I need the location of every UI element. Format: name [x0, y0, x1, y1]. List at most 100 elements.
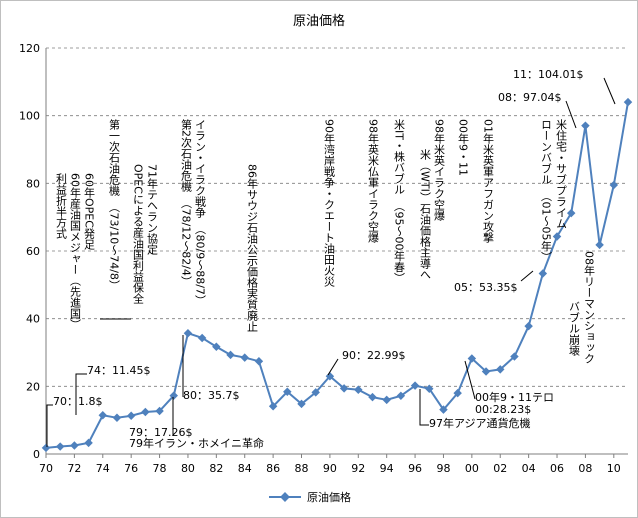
gridlines — [45, 47, 628, 455]
y-tick-label: 100 — [19, 110, 40, 123]
data-point — [453, 388, 462, 398]
annotation-a74: 74：11.45$ — [87, 364, 151, 377]
annotation-a11: 11：104.01$ — [513, 68, 584, 81]
data-point — [354, 385, 363, 394]
data-point — [439, 405, 448, 414]
data-point — [425, 384, 434, 393]
annotation-v07a: 米住宅・サブプライム — [555, 119, 568, 229]
x-tick-label: 10 — [607, 462, 621, 475]
x-tick-label: 78 — [153, 462, 167, 475]
data-point — [112, 413, 122, 423]
x-tick-label: 04 — [522, 462, 536, 475]
data-point — [126, 411, 136, 421]
annotation-a70: 70：1.8$ — [53, 395, 103, 408]
x-tick-label: 84 — [238, 462, 252, 475]
data-point — [297, 399, 306, 409]
x-tick-label: 94 — [380, 462, 394, 475]
data-point — [254, 357, 264, 366]
annotation-v80a: イラン・イラク戦争 （80/9～88/7） — [194, 119, 207, 306]
annotation-a79a: 79：17.26$ — [129, 426, 193, 439]
leader-line-7 — [520, 270, 534, 282]
data-point — [311, 388, 320, 397]
data-point — [155, 406, 164, 416]
data-point — [396, 391, 406, 401]
annotation-v60c: 利益折半方式 — [55, 173, 68, 239]
annotation-v98b: 98年米英イラク空爆 — [433, 119, 446, 222]
annotation-v73: 第一次石油危機 （73/10～74/8） — [108, 118, 121, 291]
data-point — [368, 392, 377, 402]
annotation-a00b: 00:28.23$ — [475, 403, 531, 416]
data-point — [566, 208, 576, 218]
data-point — [283, 387, 292, 396]
annotation-v08b: バブル崩壊 — [568, 301, 581, 357]
x-tick-label: 74 — [96, 462, 110, 475]
leader-line-5 — [419, 389, 429, 426]
annotation-v60a: 60年OPEC発足 — [83, 173, 96, 250]
y-tick-label: 80 — [26, 177, 40, 190]
y-axis-ticks: 0 20 40 60 80 100 120 — [19, 42, 40, 461]
data-point — [595, 240, 604, 250]
legend-marker — [280, 492, 290, 502]
data-point — [240, 353, 249, 362]
annotation-a05: 05：53.35$ — [454, 281, 518, 294]
y-tick-label: 120 — [19, 42, 40, 55]
y-tick-label: 0 — [33, 448, 40, 461]
x-tick-label: 92 — [351, 462, 365, 475]
annotation-v01: 01年米英軍アフガン攻撃 — [482, 119, 495, 243]
leader-line-6 — [464, 360, 476, 400]
annotation-v71b: OPECによる産油国利益保全 — [132, 164, 145, 304]
y-tick-label: 20 — [26, 380, 40, 393]
data-point — [98, 411, 108, 420]
data-point — [609, 180, 619, 190]
annotation-a90: 90：22.99$ — [342, 349, 406, 362]
y-tick-label: 60 — [26, 245, 40, 258]
data-point — [84, 438, 93, 448]
x-tick-label: 76 — [124, 462, 138, 475]
annotation-a79b: 79年イラン・ホメイニ革命 — [129, 436, 264, 450]
data-point — [581, 121, 590, 130]
x-tick-label: 96 — [408, 462, 422, 475]
data-point — [268, 402, 278, 411]
data-point — [41, 443, 51, 453]
x-tick-label: 88 — [295, 462, 309, 475]
annotation-a80: 80：35.7$ — [183, 389, 240, 402]
legend: 原油価格 — [269, 490, 351, 504]
data-point — [524, 321, 533, 331]
data-point — [538, 269, 548, 278]
chart-title: 原油価格 — [293, 13, 345, 29]
x-tick-label: 08 — [578, 462, 592, 475]
annotation-v71a: 71年テヘラン協定 — [146, 164, 159, 256]
data-point — [169, 391, 178, 400]
x-tick-label: 82 — [209, 462, 223, 475]
x-tick-label: 98 — [436, 462, 450, 475]
data-point — [510, 352, 519, 361]
annotation-v90: 90年湾岸戦争・クエート油田火災 — [323, 119, 336, 287]
data-point — [197, 333, 207, 343]
annotation-v98c: 米（WTI）石油価格主導へ — [419, 149, 432, 280]
leader-line-9 — [603, 77, 616, 105]
data-point — [226, 350, 235, 360]
data-point — [339, 384, 349, 393]
x-tick-label: 70 — [39, 462, 53, 475]
data-point — [183, 328, 193, 338]
leader-line-0 — [46, 404, 53, 447]
y-tick-label: 40 — [26, 313, 40, 326]
annotation-v98: 98年英米仏軍イラク空爆 — [367, 119, 380, 244]
annotation-v86: 86年サウジ石油公示価格実質廃止 — [246, 164, 259, 332]
data-point — [467, 354, 477, 363]
annotation-v60b: 60年産油国メジャー（先進国） — [69, 173, 82, 330]
annotation-v07b: ローンバブル （01～05年） — [540, 119, 553, 263]
annotation-v08a: 08年リーマンショック — [583, 251, 596, 364]
data-point — [623, 97, 633, 107]
data-point — [212, 342, 221, 351]
x-tick-label: 02 — [493, 462, 507, 475]
leader-line-4 — [327, 358, 339, 376]
x-tick-label: 72 — [67, 462, 81, 475]
x-tick-label: 00 — [465, 462, 479, 475]
series-layer — [41, 97, 633, 453]
annotations: 70：1.8$ 74：11.45$ 79：17.26$79年イラン・ホメイニ革命 80… — [46, 68, 616, 450]
x-tick-label: 06 — [550, 462, 564, 475]
data-point — [481, 367, 491, 376]
